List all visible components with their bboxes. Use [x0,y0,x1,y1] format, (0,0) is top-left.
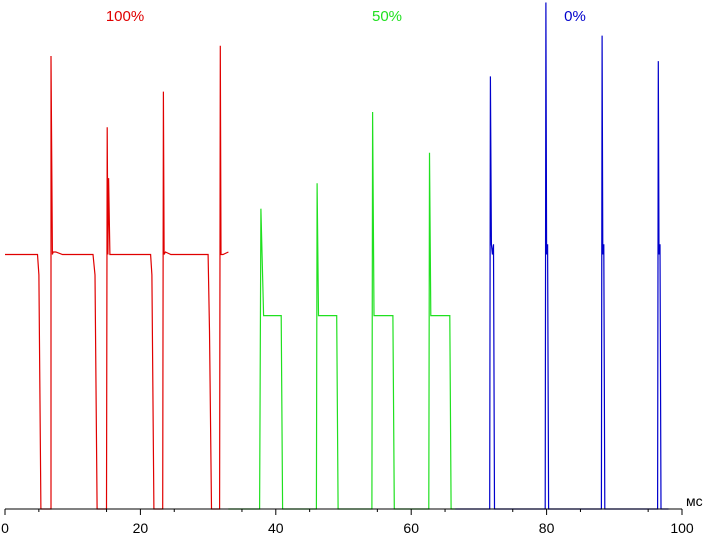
x-tick-label: 0 [1,520,9,536]
x-unit-label: мс [686,493,703,509]
series-label-0: 100% [106,8,144,25]
x-tick-label: 40 [268,520,284,536]
series-layer [5,2,669,510]
x-ticks: 0 20 40 60 80 100 [1,509,694,536]
series-labels: 100% 50% 0% [106,8,586,25]
x-tick-label: 100 [670,520,694,536]
series-label-2: 0% [564,8,586,25]
series-line-0 [5,45,229,510]
series-line-1 [228,111,456,510]
series-label-1: 50% [372,8,402,25]
series-line-2 [455,2,669,510]
x-tick-label: 80 [539,520,555,536]
x-tick-label: 20 [133,520,149,536]
x-tick-label: 60 [403,520,419,536]
